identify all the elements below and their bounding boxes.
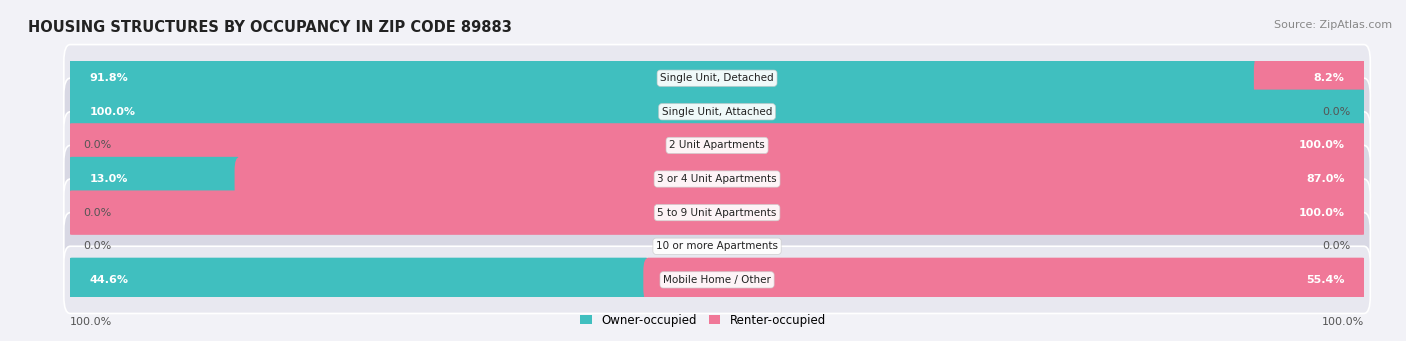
Text: 100.0%: 100.0% [90,107,136,117]
Text: 0.0%: 0.0% [1323,241,1351,251]
Text: 3 or 4 Unit Apartments: 3 or 4 Unit Apartments [657,174,778,184]
FancyBboxPatch shape [1254,56,1368,100]
Text: 0.0%: 0.0% [83,241,111,251]
FancyBboxPatch shape [66,90,1368,134]
Text: 0.0%: 0.0% [83,208,111,218]
Text: 100.0%: 100.0% [1298,140,1344,150]
Legend: Owner-occupied, Renter-occupied: Owner-occupied, Renter-occupied [575,309,831,332]
FancyBboxPatch shape [644,258,1368,302]
Text: 10 or more Apartments: 10 or more Apartments [657,241,778,251]
Text: HOUSING STRUCTURES BY OCCUPANCY IN ZIP CODE 89883: HOUSING STRUCTURES BY OCCUPANCY IN ZIP C… [28,20,512,35]
Text: Single Unit, Detached: Single Unit, Detached [661,73,773,83]
Text: Source: ZipAtlas.com: Source: ZipAtlas.com [1274,20,1392,30]
Text: 100.0%: 100.0% [1322,317,1364,327]
Text: 87.0%: 87.0% [1306,174,1344,184]
Text: 91.8%: 91.8% [90,73,128,83]
FancyBboxPatch shape [66,191,1368,235]
FancyBboxPatch shape [63,179,1371,246]
FancyBboxPatch shape [63,45,1371,112]
FancyBboxPatch shape [63,246,1371,313]
Text: 100.0%: 100.0% [1298,208,1344,218]
Text: Single Unit, Attached: Single Unit, Attached [662,107,772,117]
FancyBboxPatch shape [66,123,1368,167]
Text: 13.0%: 13.0% [90,174,128,184]
Text: Mobile Home / Other: Mobile Home / Other [664,275,770,285]
Text: 44.6%: 44.6% [90,275,129,285]
FancyBboxPatch shape [63,145,1371,213]
FancyBboxPatch shape [63,112,1371,179]
FancyBboxPatch shape [66,157,242,201]
Text: 8.2%: 8.2% [1313,73,1344,83]
Text: 0.0%: 0.0% [83,140,111,150]
FancyBboxPatch shape [63,78,1371,145]
FancyBboxPatch shape [235,157,1368,201]
Text: 0.0%: 0.0% [1323,107,1351,117]
Text: 100.0%: 100.0% [70,317,112,327]
FancyBboxPatch shape [66,56,1261,100]
Text: 2 Unit Apartments: 2 Unit Apartments [669,140,765,150]
FancyBboxPatch shape [66,258,651,302]
Text: 55.4%: 55.4% [1306,275,1344,285]
Text: 5 to 9 Unit Apartments: 5 to 9 Unit Apartments [658,208,776,218]
FancyBboxPatch shape [63,213,1371,280]
